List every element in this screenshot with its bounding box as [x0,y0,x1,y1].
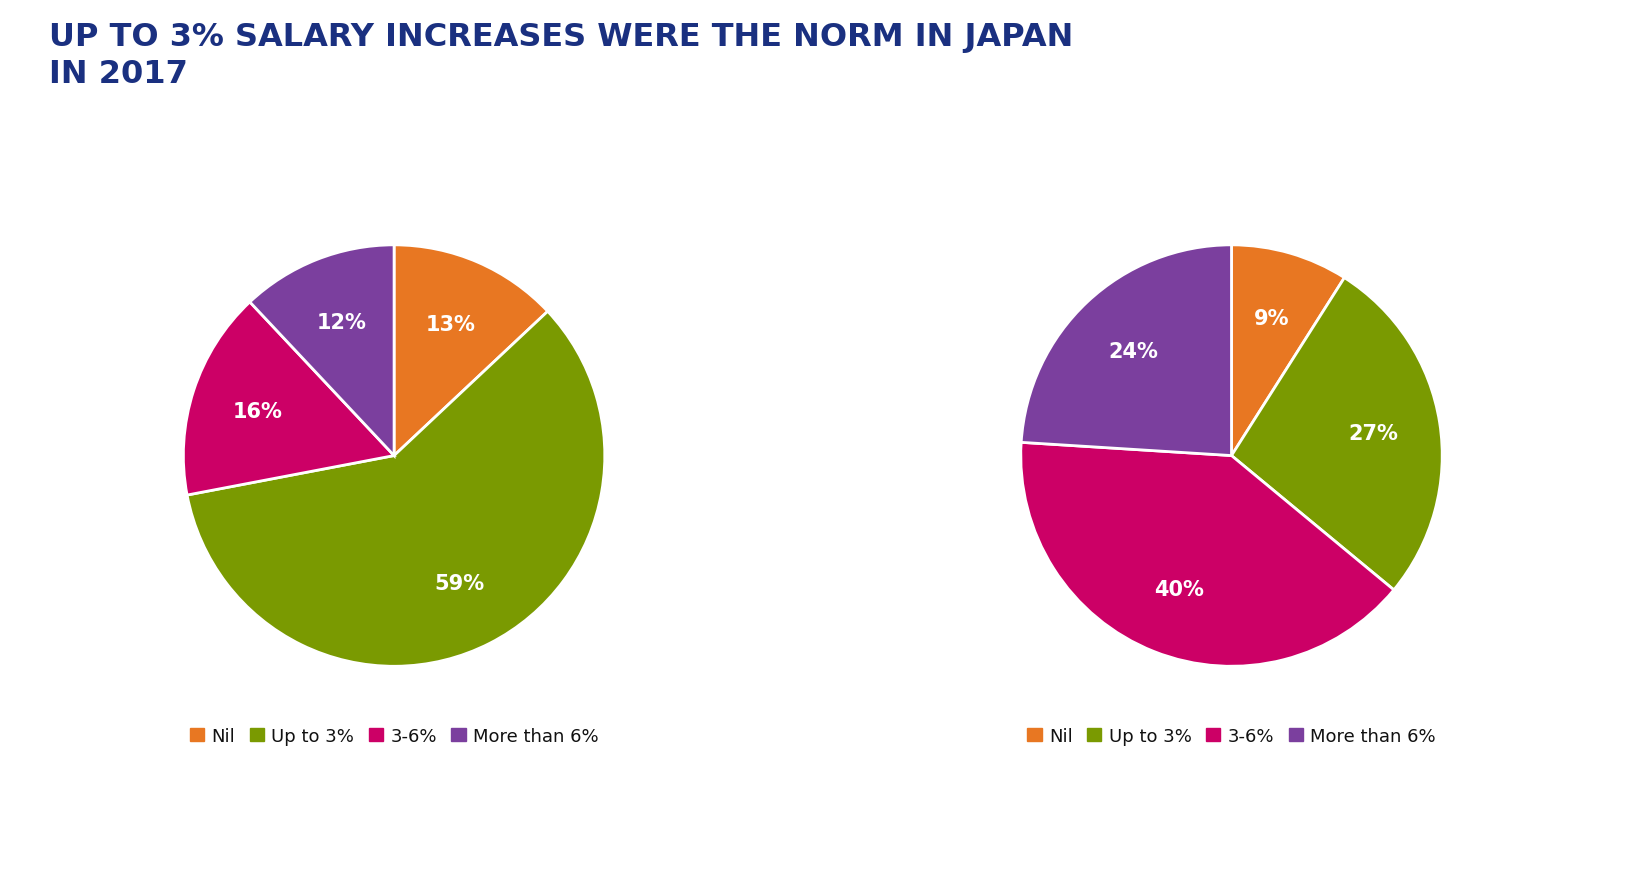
Wedge shape [1232,246,1345,456]
Text: JAPAN: JAPAN [355,810,450,838]
Text: 59%: 59% [433,574,484,594]
Legend: Nil, Up to 3%, 3-6%, More than 6%: Nil, Up to 3%, 3-6%, More than 6% [182,720,606,752]
Wedge shape [250,246,394,456]
Text: UP TO 3% SALARY INCREASES WERE THE NORM IN JAPAN
IN 2017: UP TO 3% SALARY INCREASES WERE THE NORM … [49,22,1074,89]
Text: 9%: 9% [1254,309,1289,329]
Text: 16%: 16% [233,402,282,422]
Wedge shape [1021,443,1394,667]
Wedge shape [1021,246,1232,456]
Text: 13%: 13% [425,315,476,335]
Text: 40%: 40% [1154,579,1204,599]
Wedge shape [187,312,604,667]
Legend: Nil, Up to 3%, 3-6%, More than 6%: Nil, Up to 3%, 3-6%, More than 6% [1020,720,1443,752]
Wedge shape [394,246,548,456]
Text: 24%: 24% [1108,342,1158,361]
Text: 27%: 27% [1348,424,1397,444]
Text: 12%: 12% [317,313,366,333]
Wedge shape [1232,278,1442,590]
Wedge shape [184,303,394,496]
Text: ASIA: ASIA [1204,810,1276,838]
